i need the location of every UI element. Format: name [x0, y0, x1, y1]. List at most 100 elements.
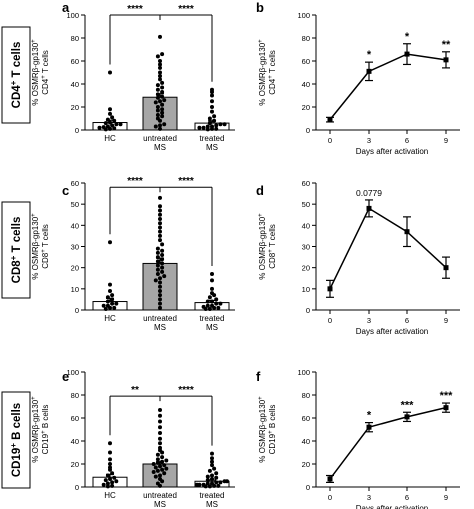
data-point — [155, 113, 160, 118]
x-category-label: untreated — [143, 491, 177, 500]
x-category-label: MS — [154, 500, 166, 509]
y-axis-label-text: % OSMRβ-gp130 — [258, 399, 267, 462]
x-category-label: untreated — [143, 314, 177, 323]
data-point — [210, 299, 214, 304]
data-point — [160, 90, 165, 95]
row-label-text: CD4+ T cells — [9, 42, 24, 109]
x-tick-label: 6 — [405, 316, 409, 325]
y-axis-label-sup: + — [31, 396, 37, 400]
y-axis-label-text: CD4 — [268, 78, 277, 95]
y-axis-label-sup: + — [268, 75, 274, 79]
data-point — [160, 257, 165, 262]
data-point — [110, 297, 115, 302]
data-point — [160, 242, 165, 247]
data-point — [160, 80, 165, 85]
y-axis-label-line1: % OSMRβ-gp130+ — [258, 396, 267, 463]
row-label-rest: T cells — [11, 42, 23, 81]
data-point — [155, 259, 160, 264]
data-point — [210, 476, 214, 481]
data-point — [108, 111, 112, 116]
y-tick-label: 40 — [71, 221, 79, 230]
data-point — [207, 484, 212, 489]
data-point — [158, 441, 162, 446]
data-point — [153, 474, 158, 479]
y-tick-label: 40 — [71, 80, 79, 89]
x-category-label: MS — [206, 500, 218, 509]
data-point — [108, 465, 112, 470]
data-point — [103, 121, 108, 126]
significance-label: **** — [178, 385, 194, 396]
data-point — [158, 305, 162, 310]
data-point — [216, 305, 221, 310]
y-tick-label: 100 — [297, 11, 310, 20]
y-tick-label: 60 — [302, 57, 310, 66]
data-point — [205, 474, 210, 479]
y-axis-label-text: CD8 — [41, 252, 50, 269]
x-category-label: HC — [104, 134, 116, 143]
data-point — [164, 466, 169, 471]
significance-label: **** — [127, 4, 143, 15]
y-tick-label: 80 — [71, 34, 79, 43]
data-point — [218, 480, 223, 485]
data-point — [160, 94, 165, 99]
data-point — [108, 450, 112, 455]
row-label-box — [1, 201, 31, 299]
data-point — [201, 482, 206, 487]
data-point — [158, 204, 162, 209]
row-label-main: CD8 — [11, 260, 23, 284]
point-annotation: *** — [401, 399, 415, 411]
data-point — [443, 265, 449, 271]
y-axis-label-text: T cells — [41, 50, 50, 75]
data-point — [162, 463, 167, 468]
y-axis-label-sup: + — [41, 249, 47, 253]
data-point — [160, 261, 165, 266]
data-point — [105, 299, 110, 304]
data-point — [110, 115, 115, 120]
panel-letter: e — [62, 369, 69, 384]
data-point — [108, 240, 112, 245]
data-point — [112, 475, 117, 480]
data-point — [158, 301, 162, 306]
data-point — [158, 195, 162, 200]
data-point — [158, 413, 162, 418]
row-label-sup: + — [9, 255, 18, 260]
data-point — [162, 471, 167, 476]
data-point — [105, 303, 110, 308]
data-point — [205, 299, 210, 304]
x-axis-label: Days after activation — [356, 147, 428, 156]
y-tick-label: 20 — [302, 264, 310, 273]
data-point — [210, 87, 214, 92]
data-point — [210, 109, 214, 114]
significance-label: **** — [178, 4, 194, 15]
y-tick-label: 20 — [302, 103, 310, 112]
data-point — [162, 122, 167, 127]
data-point — [160, 455, 165, 460]
data-point — [210, 291, 214, 296]
panel-letter: d — [256, 183, 264, 198]
data-point — [110, 471, 115, 476]
y-axis-label-line1: % OSMRβ-gp130+ — [31, 396, 40, 463]
data-point — [158, 233, 162, 238]
data-point — [158, 62, 162, 67]
data-point — [158, 59, 162, 63]
x-category-label: untreated — [143, 134, 177, 143]
y-axis-label-sup: + — [258, 396, 264, 400]
data-point — [158, 73, 162, 78]
data-point — [103, 306, 108, 311]
x-tick-label: 9 — [444, 136, 448, 145]
data-point — [158, 280, 162, 285]
y-axis-label-line2: CD19+ B cells — [41, 405, 50, 455]
data-point — [158, 464, 162, 469]
y-axis-label-text: T cells — [268, 224, 277, 249]
data-point — [105, 117, 110, 122]
x-category-label: MS — [206, 323, 218, 332]
data-point — [108, 288, 112, 293]
series-line — [329, 207, 447, 290]
y-axis-label-text: CD19 — [41, 433, 50, 454]
data-point — [214, 475, 219, 480]
data-point — [155, 468, 160, 473]
x-category-label: HC — [104, 491, 116, 500]
y-tick-label: 0 — [75, 306, 79, 315]
row-label-main: CD19 — [11, 448, 23, 477]
data-point — [443, 405, 449, 411]
